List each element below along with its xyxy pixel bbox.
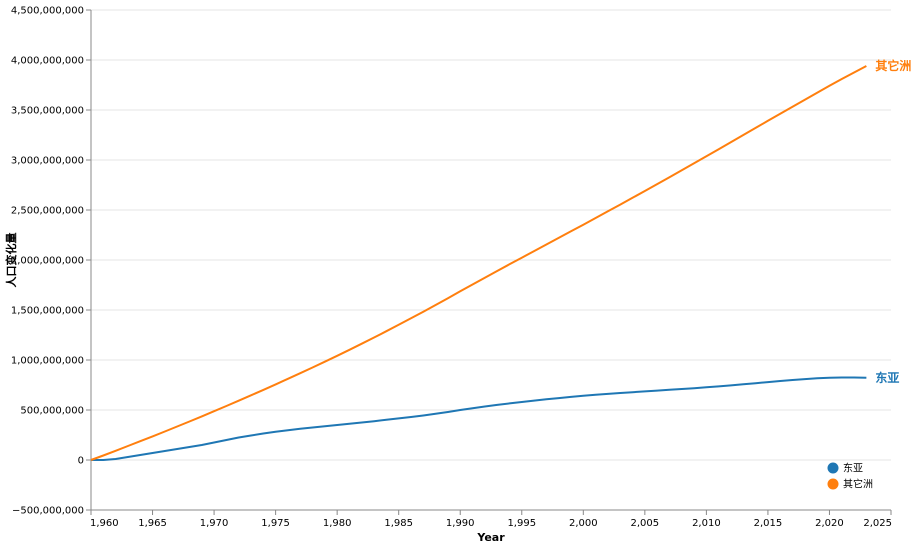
y-tick-label: 3,000,000,000 <box>11 156 84 167</box>
x-tick-label: 1,985 <box>384 518 413 529</box>
x-tick-label: 1,975 <box>261 518 290 529</box>
y-tick-label: 2,000,000,000 <box>11 256 84 267</box>
legend-label: 其它洲 <box>843 478 873 491</box>
y-tick-label: 0 <box>78 456 84 467</box>
x-tick-label: 2,015 <box>754 518 783 529</box>
y-tick-label: 1,500,000,000 <box>11 306 84 317</box>
legend-symbol <box>827 478 839 490</box>
y-tick-label: 1,000,000,000 <box>11 356 84 367</box>
y-tick-label: 500,000,000 <box>20 406 84 417</box>
x-tick-label: 2,020 <box>815 518 844 529</box>
x-tick-label: 1,970 <box>200 518 229 529</box>
y-tick-label: −500,000,000 <box>12 506 84 517</box>
x-tick-label: 1,995 <box>507 518 536 529</box>
series-line-1 <box>91 376 867 461</box>
y-axis-title: 人口变化量 <box>4 233 18 288</box>
series-lines <box>90 65 867 461</box>
legend-label: 东亚 <box>843 462 863 475</box>
series-line-2 <box>90 65 867 461</box>
series-end-label: 其它洲 <box>875 58 911 73</box>
x-tick-label: 2,000 <box>569 518 598 529</box>
x-tick-label: 2,005 <box>631 518 660 529</box>
grid-lines <box>91 9 891 511</box>
y-tick-label: 4,000,000,000 <box>11 56 84 67</box>
legend-symbol <box>827 462 839 474</box>
x-tick-label: 1,965 <box>138 518 167 529</box>
x-tick-label: 2,025 <box>863 518 892 529</box>
x-tick-label: 2,010 <box>692 518 721 529</box>
x-tick-label: 1,980 <box>323 518 352 529</box>
series-end-label: 东亚 <box>875 370 899 385</box>
x-tick-label: 1,990 <box>446 518 475 529</box>
x-axis-ticks: 1,960 1,965 1,970 1,975 1,980 1,985 1,990 1,995… <box>90 510 892 529</box>
x-tick-label: 1,960 <box>90 518 119 529</box>
y-axis-ticks: −500,000,000 0 500,000,000 1,000,000,000 1,5… <box>11 6 91 517</box>
y-tick-label: 2,500,000,000 <box>11 206 84 217</box>
x-axis-title: Year <box>476 531 505 544</box>
y-tick-label: 4,500,000,000 <box>11 6 84 17</box>
y-tick-label: 3,500,000,000 <box>11 106 84 117</box>
